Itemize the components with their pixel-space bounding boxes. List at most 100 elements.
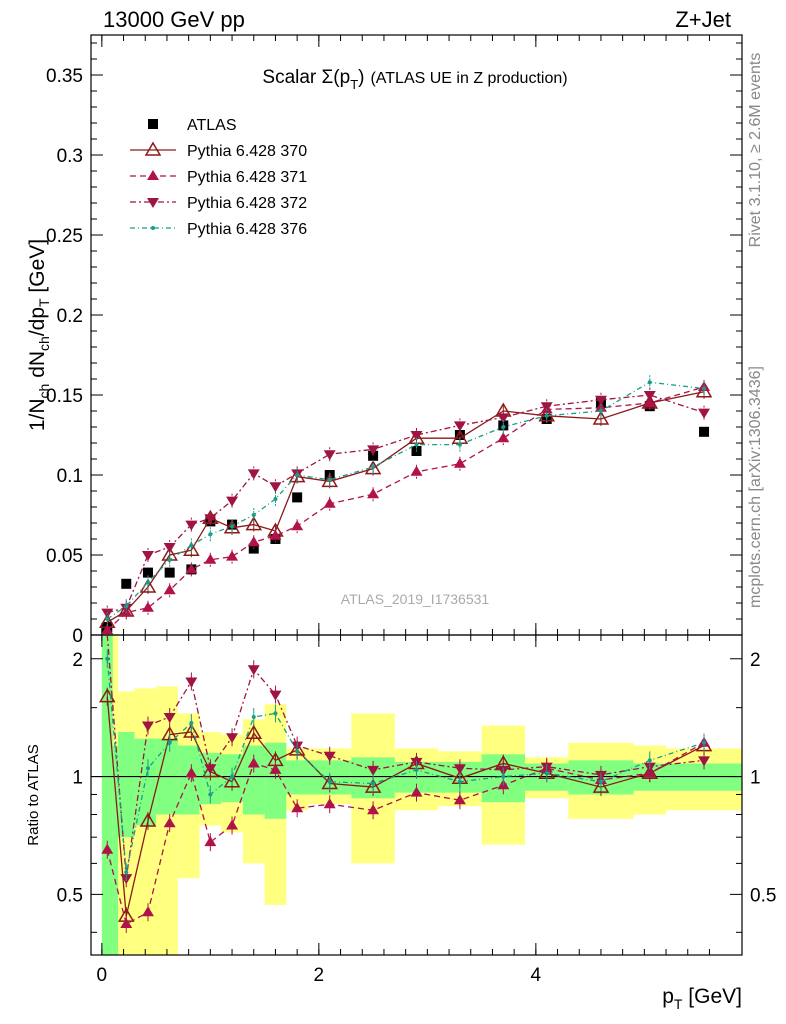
data-point <box>105 617 110 621</box>
ratio-y-tick-label: 0.5 <box>57 885 83 906</box>
ratio-point <box>414 767 419 772</box>
data-point <box>183 541 200 556</box>
ratio-point <box>501 774 506 779</box>
y-tick-label: 0.35 <box>46 66 83 87</box>
ratio-point <box>226 733 239 744</box>
ratio-point <box>247 757 260 768</box>
data-point <box>226 496 239 507</box>
ratio-point <box>453 794 466 805</box>
ratio-point <box>185 677 198 688</box>
legend: ATLAS Pythia 6.428 370 Pythia 6.428 371 Pyt… <box>130 117 307 238</box>
legend-label: ATLAS <box>187 117 237 134</box>
data-point <box>291 520 304 531</box>
data-point <box>540 402 553 413</box>
data-point <box>497 432 510 443</box>
y-tick-label: 0.05 <box>46 546 83 567</box>
ratio-point <box>371 781 376 786</box>
y-tick-label: 0.25 <box>46 226 83 247</box>
ratio-point <box>598 779 603 784</box>
y-tick-label: 0 <box>72 626 83 647</box>
data-point <box>702 386 707 391</box>
legend-marker <box>147 170 159 180</box>
ratio-series-pythia-6-428-376 <box>105 649 707 882</box>
ratio-point <box>544 771 549 776</box>
ratio-y-label: Ratio to ATLAS <box>25 744 42 845</box>
ratio-y-tick-label-right: 0.5 <box>750 885 776 906</box>
band-green-bin <box>242 745 265 815</box>
legend-label: Pythia 6.428 372 <box>187 195 307 212</box>
data-point <box>230 524 235 529</box>
data-point <box>410 431 423 441</box>
ratio-point <box>163 712 176 723</box>
ratio-point <box>323 798 336 809</box>
ratio-point <box>141 906 154 917</box>
ratio-point <box>291 802 304 813</box>
ratio-y-tick-label-right: 1 <box>750 768 761 789</box>
series-line <box>106 381 705 620</box>
ratio-point <box>410 786 423 797</box>
ratio-point <box>269 763 282 774</box>
data-point <box>592 410 610 425</box>
mcplots-label: mcplots.cern.ch [arXiv:1306.3436] <box>747 366 764 608</box>
series-line <box>106 391 705 623</box>
ratio-point <box>453 764 466 775</box>
data-point <box>163 543 176 553</box>
data-point <box>457 442 462 447</box>
data-point <box>643 391 656 401</box>
band-green-bin <box>134 738 157 826</box>
data-point <box>295 473 300 477</box>
band-yellow-bin <box>156 686 178 955</box>
data-point <box>245 516 263 531</box>
data-point <box>647 380 652 385</box>
title-close: ) <box>358 67 364 88</box>
legend-label: Pythia 6.428 371 <box>187 169 307 186</box>
atlas-point <box>121 578 132 589</box>
analysis-watermark: ATLAS_2019_I1736531 <box>341 591 490 607</box>
data-point <box>371 465 376 469</box>
ratio-point <box>647 758 652 763</box>
ratio-point <box>247 665 260 676</box>
ratio-point <box>124 870 129 875</box>
data-point <box>327 477 332 482</box>
ratio-y-tick-label-right: 2 <box>750 650 761 671</box>
y-tick-label: 0.15 <box>46 386 83 407</box>
x-tick-label: 4 <box>531 965 542 986</box>
data-point <box>323 497 336 508</box>
title-sub: T <box>350 77 358 92</box>
data-point <box>453 457 466 468</box>
data-point <box>410 465 423 476</box>
ratio-point <box>204 764 217 775</box>
main-y-label: 1/Nch dNch/dpT [GeV] <box>26 239 52 431</box>
ratio-point <box>189 721 194 726</box>
data-point <box>367 488 380 499</box>
process-label: Z+Jet <box>675 7 731 32</box>
data-point <box>185 520 198 531</box>
ratio-point <box>185 767 198 778</box>
x-tick-label: 0 <box>97 965 108 986</box>
ratio-point <box>183 723 200 738</box>
y-tick-label: 0.2 <box>57 306 83 327</box>
data-point <box>167 557 172 562</box>
data-point <box>204 514 217 525</box>
ratio-point <box>141 721 154 732</box>
ratio-point <box>323 751 336 762</box>
band-green-bin <box>118 731 135 838</box>
ratio-y-tick-label: 2 <box>72 650 83 671</box>
data-point <box>598 409 603 413</box>
ratio-point <box>367 804 380 815</box>
ratio-point <box>120 918 133 929</box>
ratio-point <box>592 778 610 793</box>
band-green-bin <box>112 745 119 955</box>
ratio-point <box>273 711 278 716</box>
ratio-point <box>226 819 239 830</box>
ratio-point <box>139 812 157 827</box>
legend-label: Pythia 6.428 370 <box>187 143 307 160</box>
ratio-point <box>223 773 241 788</box>
ratio-point <box>269 690 282 701</box>
x-tick-label: 2 <box>314 965 325 986</box>
y-tick-label: 0.3 <box>57 146 83 167</box>
data-point <box>269 529 282 540</box>
energy-label: 13000 GeV pp <box>103 7 245 32</box>
series-pythia-6-428-376 <box>105 375 707 626</box>
